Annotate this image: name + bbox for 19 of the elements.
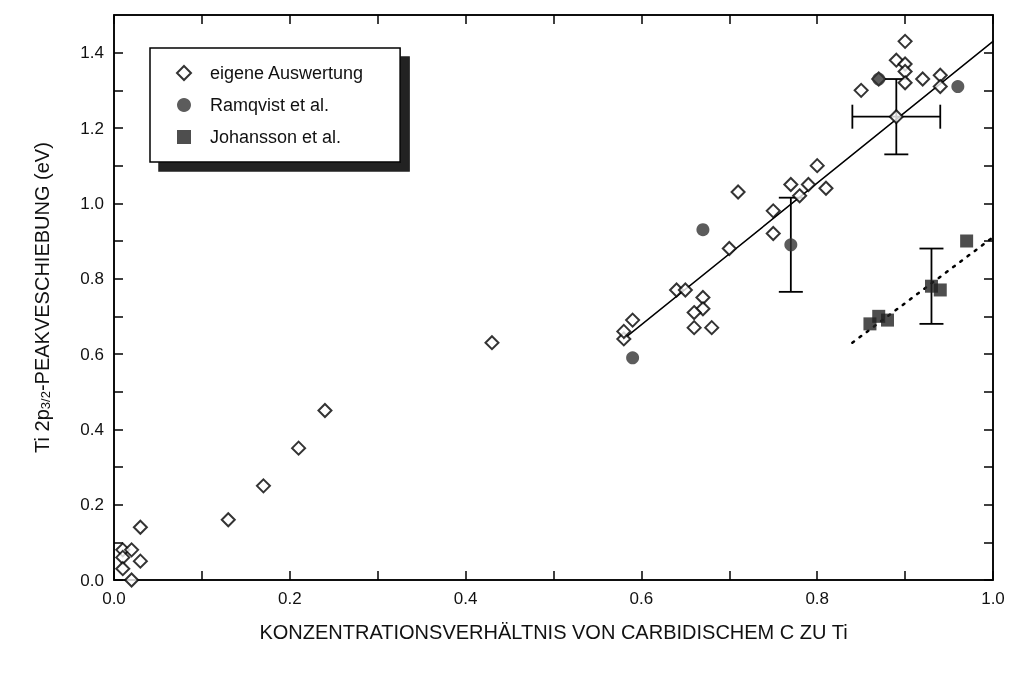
- x-tick-label: 1.0: [981, 589, 1005, 608]
- x-tick-label: 0.2: [277, 589, 302, 608]
- y-tick-label: 0.4: [80, 419, 104, 439]
- y-tick-label: 0.6: [80, 344, 104, 364]
- y-tick-label: 0.0: [80, 570, 104, 590]
- x-tick-label: 0.0: [102, 589, 126, 608]
- y-axis-title: Ti 2p3/2-PEAKVESCHIEBUNG (eV): [30, 142, 53, 453]
- legend-label: Ramqvist et al.: [210, 95, 330, 115]
- legend-label: eigene Auswertung: [210, 63, 364, 83]
- x-tick-label: 0.8: [805, 589, 830, 608]
- x-tick-label: 0.4: [453, 589, 478, 608]
- x-tick-label: 0.6: [629, 589, 654, 608]
- y-tick-label: 0.2: [80, 495, 104, 515]
- legend-label: Johansson et al.: [210, 127, 342, 147]
- x-axis-title: KONZENTRATIONSVERHÄLTNIS VON CARBIDISCHEM C ZU Ti: [259, 621, 848, 643]
- y-tick-label: 0.8: [80, 269, 104, 289]
- y-tick-label: 1.0: [80, 193, 104, 213]
- y-tick-label: 1.4: [80, 43, 104, 63]
- y-tick-label: 1.2: [80, 118, 104, 138]
